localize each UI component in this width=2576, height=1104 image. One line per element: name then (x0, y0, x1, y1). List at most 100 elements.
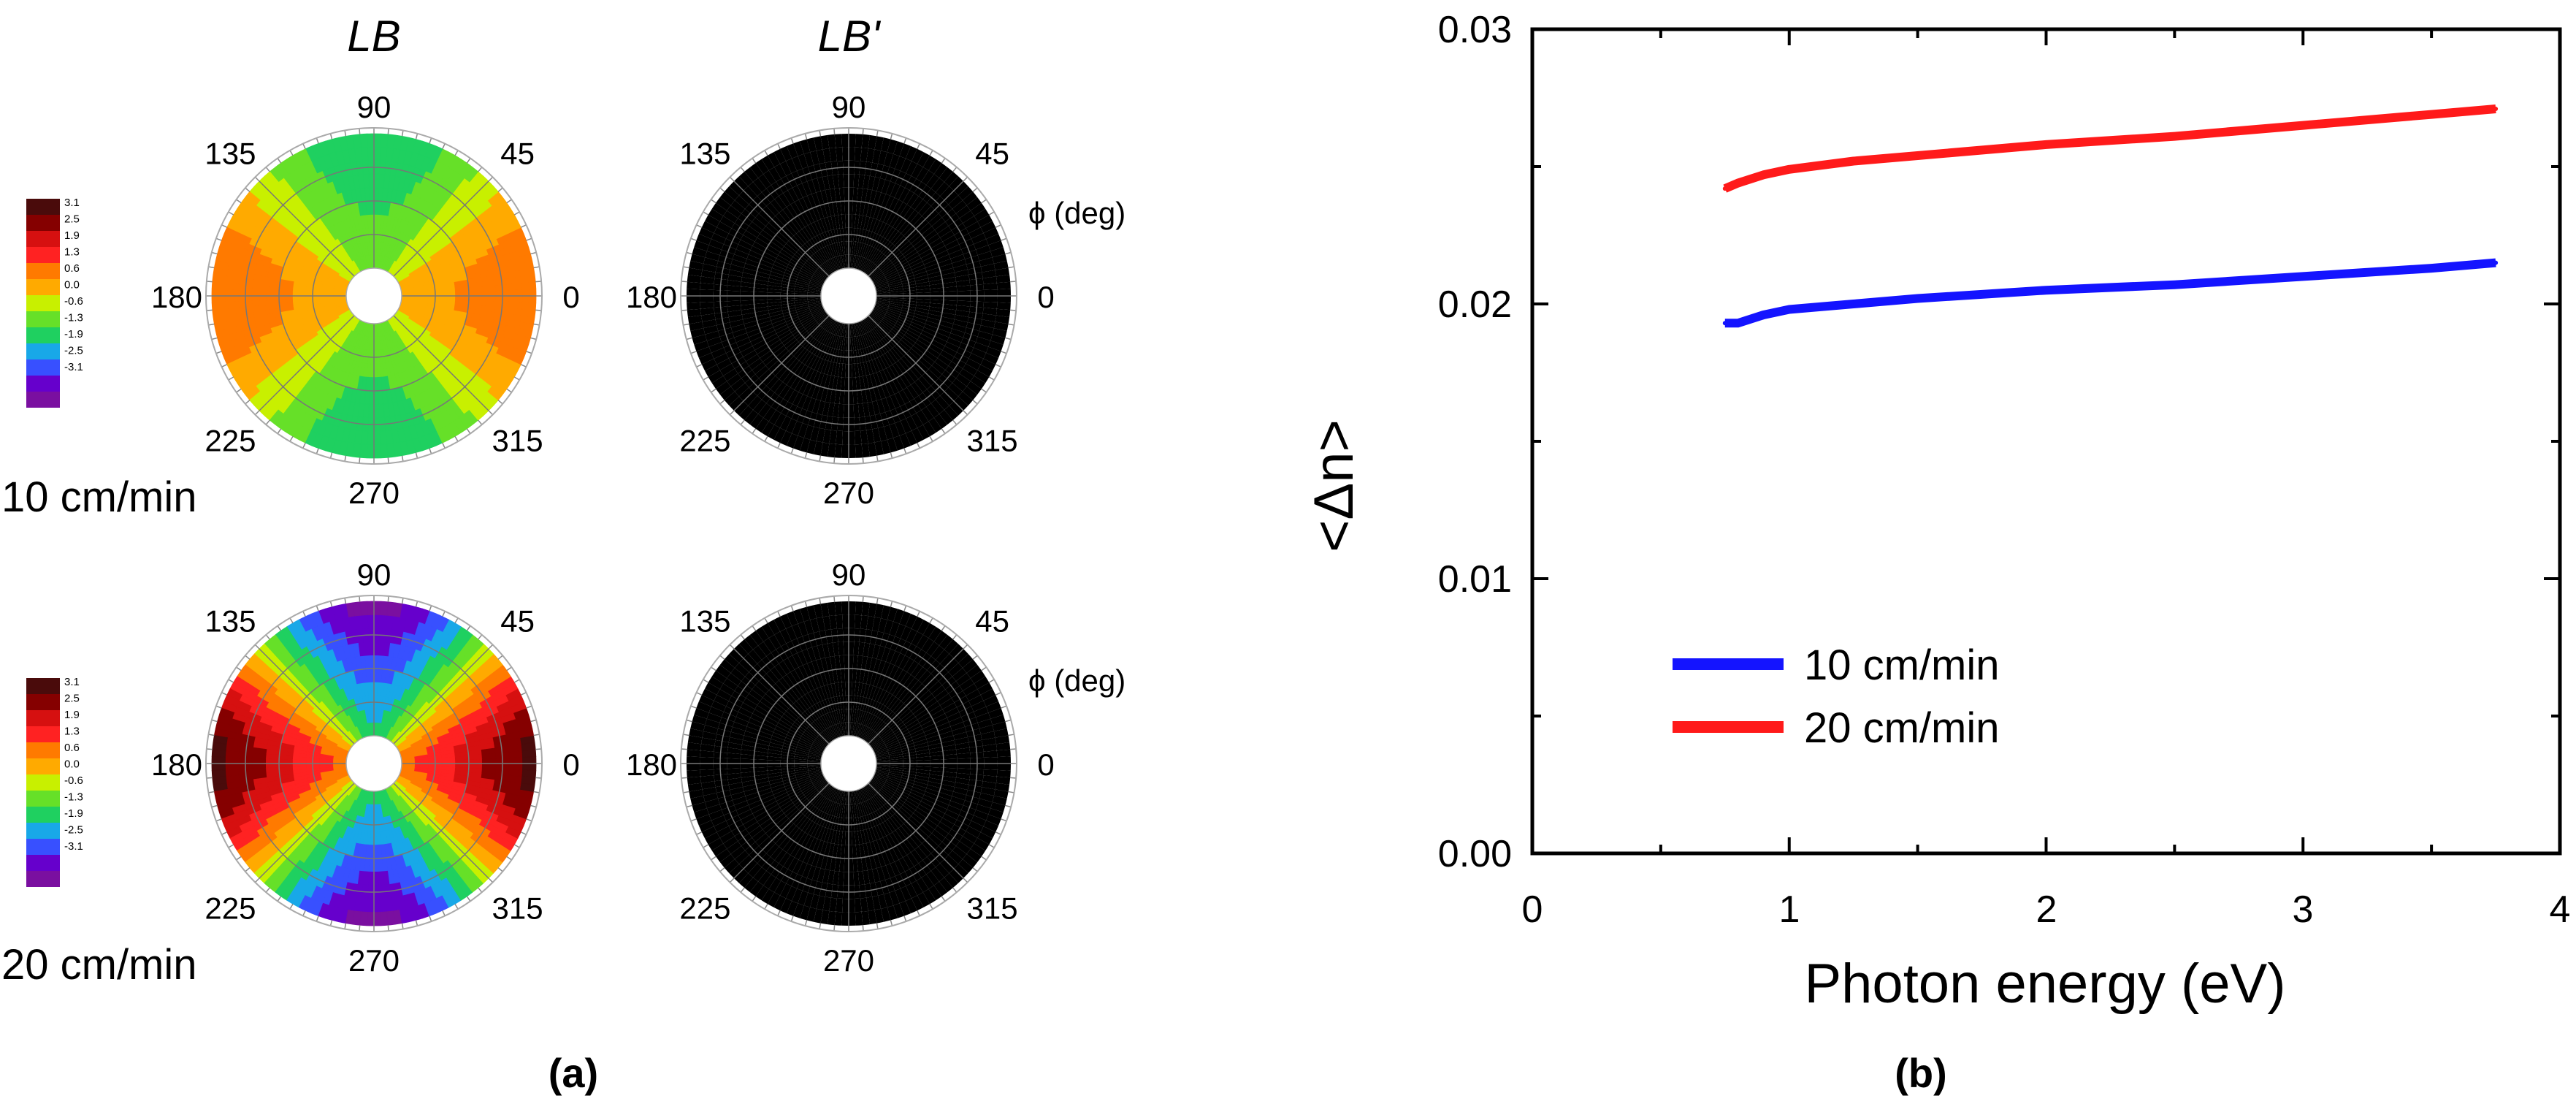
heat-cell (741, 312, 757, 320)
heat-cell (481, 768, 497, 774)
heat-cell (849, 133, 856, 148)
heat-cell (828, 376, 835, 389)
heat-cell (757, 346, 771, 359)
heat-cell (786, 418, 798, 434)
heat-cell (810, 255, 821, 267)
polar-ring-tick (289, 150, 294, 156)
heat-cell (735, 244, 751, 255)
heat-cell (857, 389, 863, 404)
heat-cell (779, 332, 793, 343)
heat-cell (930, 299, 944, 305)
heat-cell (776, 327, 790, 337)
heat-cell (895, 421, 906, 436)
heat-cell (950, 328, 966, 338)
heat-cell (772, 264, 786, 273)
colorbar-swatch (26, 742, 60, 758)
polar-ring-tick (1001, 237, 1007, 241)
heat-cell (744, 392, 757, 406)
heat-cell (808, 224, 817, 237)
heat-cell (997, 289, 1012, 296)
heat-cell (738, 341, 753, 352)
heat-cell (773, 321, 787, 331)
heat-cell (876, 178, 886, 193)
heat-cell (828, 334, 835, 348)
heat-cell (368, 403, 375, 419)
polar-ring-tick (520, 364, 527, 368)
polar-ring-tick (752, 428, 757, 434)
polar-ring-tick (833, 128, 836, 134)
heat-cell (812, 371, 821, 386)
heat-cell (816, 313, 828, 323)
heat-cell (928, 365, 942, 378)
heat-cell (701, 313, 716, 322)
heat-cell (906, 384, 919, 399)
heat-cell (807, 397, 817, 413)
polar-ring-tick (941, 158, 946, 164)
heat-cell (750, 245, 765, 256)
heat-cell (774, 324, 789, 334)
heat-cell (928, 279, 943, 286)
heat-cell (857, 335, 863, 349)
heat-cell (741, 272, 757, 280)
heat-cell (766, 336, 780, 347)
heat-cell (854, 336, 858, 351)
heat-cell (855, 214, 860, 229)
heat-cell (906, 330, 920, 340)
heat-cell (841, 133, 849, 148)
heat-cell (997, 296, 1012, 303)
heat-cell (211, 281, 226, 290)
heat-cell (849, 147, 855, 161)
panel-a: LB LB' 10 cm/min 20 cm/min 3.12.51.91.30… (1, 12, 1125, 1096)
heat-cell (797, 275, 811, 282)
heat-cell (744, 320, 758, 329)
heat-cell (696, 234, 711, 245)
polar-ring-tick (696, 224, 703, 228)
heat-cell (916, 285, 930, 290)
heat-cell (755, 417, 769, 433)
heat-cell (833, 257, 839, 270)
colorbar-tick-label: -1.3 (64, 312, 83, 324)
heat-cell (832, 202, 838, 216)
heat-cell (939, 320, 954, 329)
heat-cell (808, 354, 817, 368)
polar-ring-tick (211, 251, 218, 255)
heat-cell (911, 264, 925, 273)
heat-cell (806, 439, 817, 454)
polar-ring-tick (1005, 251, 1012, 255)
heat-cell (807, 290, 822, 294)
heat-cell (915, 359, 929, 373)
heat-cell (796, 277, 810, 283)
heat-cell (876, 300, 890, 303)
heat-cell (367, 430, 375, 446)
heat-cell (763, 206, 776, 220)
heat-cell (861, 389, 868, 404)
heat-cell (738, 191, 753, 205)
heat-cell (727, 280, 741, 287)
colorbar-swatch (26, 279, 60, 295)
heat-cell (885, 270, 898, 279)
polar-ring-tick (359, 595, 361, 602)
heat-cell (859, 257, 866, 271)
heat-cell (366, 133, 375, 148)
heat-cell (696, 346, 711, 358)
heat-cell (855, 255, 860, 270)
heat-cell (373, 871, 380, 886)
heat-cell (899, 433, 911, 449)
heat-cell (787, 389, 799, 404)
heat-cell (974, 370, 990, 384)
heat-cell (820, 218, 828, 232)
heat-cell (802, 351, 812, 365)
heat-cell (974, 208, 990, 222)
heat-cell (884, 268, 898, 277)
heat-cell (933, 163, 948, 178)
heat-cell (883, 368, 893, 382)
heat-cell (953, 264, 968, 273)
heat-cell (794, 297, 808, 301)
polar-angle-label: 135 (679, 136, 730, 170)
heat-cell (880, 354, 890, 368)
colorbar-tick-label: 1.3 (64, 726, 80, 738)
heat-cell (763, 170, 776, 186)
heat-cell (947, 337, 962, 348)
polar-ring-tick (526, 237, 532, 241)
polar-ring-tick (454, 435, 459, 442)
